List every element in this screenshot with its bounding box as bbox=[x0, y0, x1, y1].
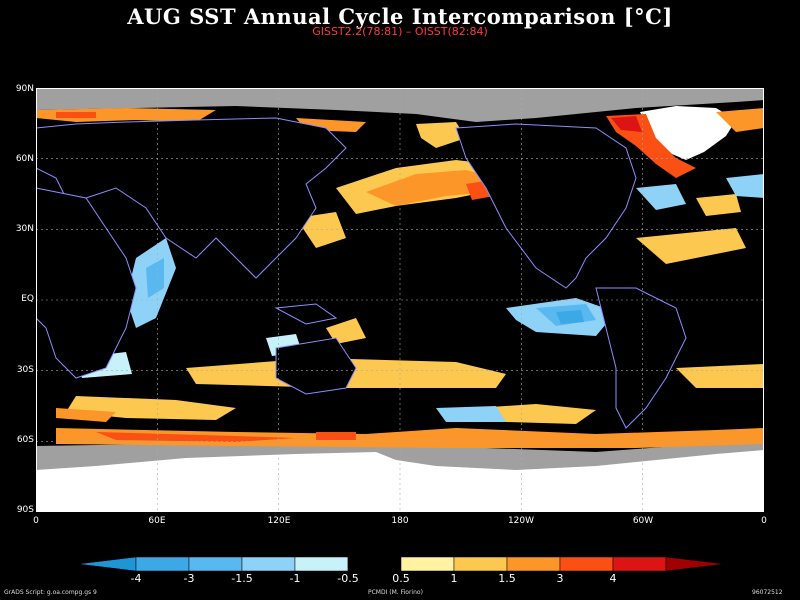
lon-label-0: 0 bbox=[33, 516, 39, 526]
colorbar-label-6: 1 bbox=[450, 572, 458, 585]
colorbar-box-0 bbox=[78, 557, 137, 571]
colorbar-box-4 bbox=[294, 557, 349, 571]
colorbar-box-2 bbox=[188, 557, 243, 571]
australia bbox=[275, 337, 357, 395]
colorbar-label-7: 1.5 bbox=[498, 572, 516, 585]
lat-label-60n: 60N bbox=[15, 154, 34, 164]
colorbar-box-9 bbox=[559, 557, 614, 571]
lat-label-90s: 90S bbox=[16, 505, 34, 515]
footer-id: 96072512 bbox=[752, 589, 783, 596]
colorbar-box-10 bbox=[612, 557, 667, 571]
colorbar-label-3: -1 bbox=[289, 572, 301, 585]
lon-label-0-east: 0 bbox=[761, 516, 767, 526]
sst-difference-map bbox=[36, 88, 764, 512]
footer-script: GrADS Script: g.oa.compg.gs 9 bbox=[4, 589, 97, 596]
lon-label-60w: 60W bbox=[632, 516, 654, 526]
colorbar-box-8 bbox=[506, 557, 561, 571]
colorbar-box-3 bbox=[241, 557, 296, 571]
lat-label-60s: 60S bbox=[16, 435, 34, 445]
lon-label-60e: 60E bbox=[148, 516, 166, 526]
south-america bbox=[595, 287, 687, 429]
coastlines bbox=[36, 117, 687, 429]
lat-label-eq: EQ bbox=[21, 294, 34, 304]
lat-label-30n: 30N bbox=[15, 224, 34, 234]
colorbar-box-1 bbox=[135, 557, 190, 571]
colorbar-label-8: 3 bbox=[556, 572, 564, 585]
north-america bbox=[455, 123, 637, 289]
graticule bbox=[36, 88, 764, 512]
colorbar-label-5: 0.5 bbox=[392, 572, 410, 585]
colorbar-label-4: -0.5 bbox=[337, 572, 359, 585]
colorbar-label-2: -1.5 bbox=[231, 572, 253, 585]
lat-label-90n: 90N bbox=[15, 84, 34, 94]
lon-label-120w: 120W bbox=[507, 516, 535, 526]
colorbar-box-11 bbox=[665, 557, 724, 571]
sst-anomaly-blobs bbox=[36, 108, 764, 448]
colorbar-box-5 bbox=[347, 557, 402, 571]
africa bbox=[36, 187, 137, 379]
antarctica bbox=[36, 450, 764, 512]
map-subtitle: GISST2.2(78:81) – OISST(82:84) bbox=[312, 25, 488, 38]
map-frame bbox=[36, 88, 764, 512]
lon-label-120e: 120E bbox=[267, 516, 291, 526]
colorbar-label-9: 4 bbox=[609, 572, 617, 585]
colorbar-label-1: -3 bbox=[183, 572, 195, 585]
lat-label-30s: 30S bbox=[16, 365, 34, 375]
maritime-continent bbox=[274, 303, 338, 325]
colorbar-label-0: -4 bbox=[130, 572, 142, 585]
footer-credit: PCMDI (M. Fiorino) bbox=[368, 589, 423, 596]
colorbar-box-7 bbox=[453, 557, 508, 571]
colorbar bbox=[78, 557, 724, 571]
colorbar-box-6 bbox=[400, 557, 455, 571]
lon-label-180: 180 bbox=[391, 516, 409, 526]
map-title: AUG SST Annual Cycle Intercomparison [°C… bbox=[127, 4, 673, 29]
